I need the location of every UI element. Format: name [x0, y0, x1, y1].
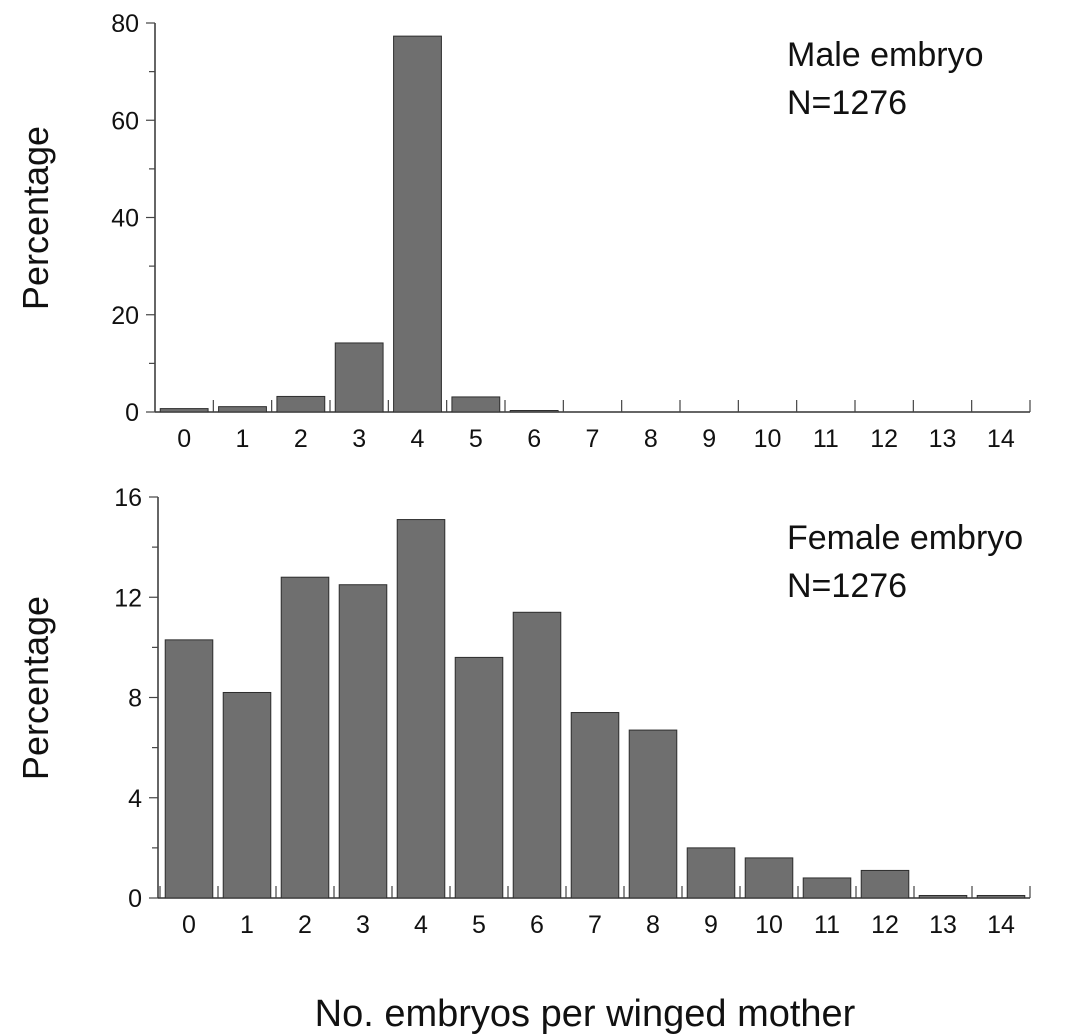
x-tick-label: 11 [814, 911, 840, 939]
bar-4 [396, 519, 446, 899]
bar-9 [686, 847, 736, 899]
x-tick-label: 5 [472, 911, 486, 939]
x-tick-label: 0 [182, 911, 196, 939]
y-tick-label: 12 [114, 584, 142, 612]
bar-4 [393, 35, 442, 413]
x-tick-label: 12 [870, 425, 898, 453]
x-tick-label: 7 [586, 425, 600, 453]
x-tick-label: 1 [240, 911, 254, 939]
x-tick-label: 9 [702, 425, 716, 453]
y-tick-label: 80 [111, 10, 139, 38]
x-tick-label: 4 [411, 425, 425, 453]
x-tick-label: 10 [755, 911, 783, 939]
y-tick-label: 20 [111, 302, 139, 330]
y-tick-label: 0 [125, 399, 139, 427]
y-tick-label: 0 [128, 885, 142, 913]
x-tick-label: 3 [356, 911, 370, 939]
bar-5 [451, 396, 501, 413]
bar-13 [918, 894, 968, 899]
x-tick-label: 4 [414, 911, 428, 939]
x-tick-label: 2 [298, 911, 312, 939]
y-tick-label: 8 [128, 685, 142, 713]
x-tick-label: 0 [177, 425, 191, 453]
bar-11 [802, 877, 852, 899]
y-tick-label: 4 [128, 785, 142, 813]
x-tick-label: 6 [530, 911, 544, 939]
bar-2 [276, 395, 326, 413]
x-tick-label: 5 [469, 425, 483, 453]
x-tick-label: 14 [987, 425, 1015, 453]
bar-0 [164, 639, 214, 899]
x-tick-label: 8 [644, 425, 658, 453]
y-axis-label: Percentage [15, 126, 56, 310]
bar-0 [159, 408, 209, 413]
bar-1 [218, 406, 267, 413]
x-tick-label: 11 [813, 425, 839, 453]
bar-8 [628, 729, 678, 899]
bar-1 [222, 691, 272, 899]
x-tick-label: 9 [704, 911, 718, 939]
bar-10 [744, 857, 794, 899]
y-tick-label: 40 [111, 205, 139, 233]
bar-5 [454, 656, 504, 899]
x-tick-label: 13 [929, 911, 957, 939]
bar-6 [512, 611, 562, 899]
x-tick-label: 14 [987, 911, 1015, 939]
bar-12 [860, 869, 910, 899]
x-tick-label: 7 [588, 911, 602, 939]
annotation-title: Male embryo [787, 36, 984, 74]
annotation-title: Female embryo [787, 519, 1023, 557]
annotation-sample-size: N=1276 [787, 84, 907, 122]
bar-3 [334, 342, 384, 413]
bar-14 [976, 894, 1026, 899]
bar-3 [338, 584, 388, 899]
bar-2 [280, 576, 330, 899]
x-tick-label: 1 [236, 425, 250, 453]
x-tick-label: 2 [294, 425, 308, 453]
x-tick-label: 12 [871, 911, 899, 939]
x-tick-label: 3 [352, 425, 366, 453]
y-axis-label: Percentage [15, 596, 56, 780]
y-tick-label: 16 [114, 484, 142, 512]
x-tick-label: 13 [929, 425, 957, 453]
x-tick-label: 8 [646, 911, 660, 939]
y-tick-label: 60 [111, 107, 139, 135]
x-tick-label: 6 [527, 425, 541, 453]
bar-6 [509, 410, 559, 413]
x-tick-label: 10 [754, 425, 782, 453]
bar-7 [570, 712, 620, 899]
x-axis-label: No. embryos per winged mother [315, 993, 856, 1035]
annotation-sample-size: N=1276 [787, 567, 907, 605]
